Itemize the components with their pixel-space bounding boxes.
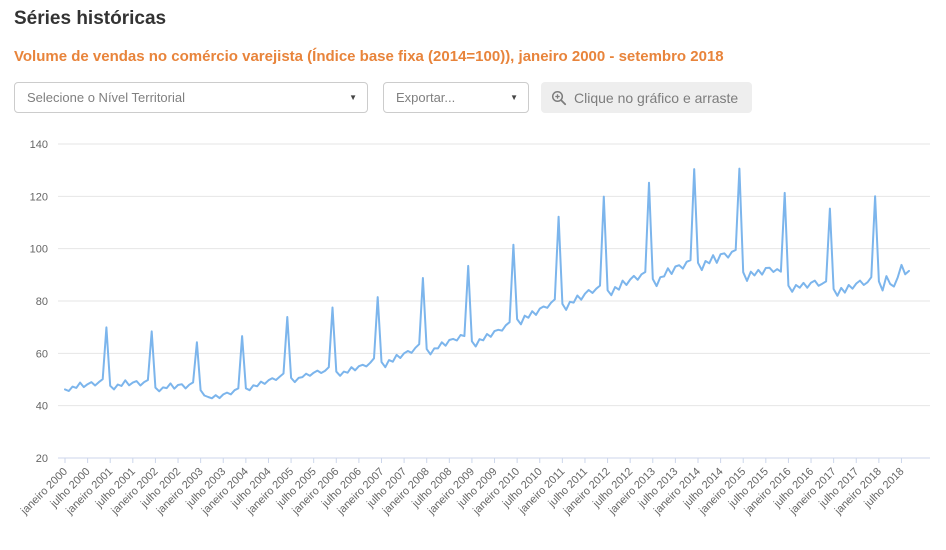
chart-area: 20 40 60 80 100 120 140 janeiro 2000 julho 2000 j…: [0, 122, 946, 550]
sales-volume-series-line: [64, 167, 910, 400]
controls-bar: Selecione o Nível Territorial ▼ Exportar…: [0, 82, 946, 113]
chart-title: Volume de vendas no comércio varejista (…: [14, 48, 724, 65]
chevron-down-icon: ▼: [510, 93, 518, 102]
y-axis-label: 20: [36, 453, 48, 465]
chevron-down-icon: ▼: [349, 93, 357, 102]
page-title: Séries históricas: [14, 8, 167, 29]
export-select-value: Exportar...: [396, 90, 456, 105]
export-select[interactable]: Exportar... ▼: [383, 82, 529, 113]
chart-zoom-hint-button[interactable]: Clique no gráfico e arraste: [541, 82, 753, 113]
territorial-level-select[interactable]: Selecione o Nível Territorial ▼: [14, 82, 368, 113]
y-axis-label: 40: [36, 401, 48, 413]
territorial-level-select-value: Selecione o Nível Territorial: [27, 90, 185, 105]
chart-zoom-hint-label: Clique no gráfico e arraste: [574, 89, 739, 106]
magnifier-plus-icon: [551, 90, 567, 105]
y-axis-label: 120: [30, 191, 48, 203]
y-axis-label: 60: [36, 348, 48, 360]
y-axis-label: 80: [36, 296, 48, 308]
y-axis-label: 140: [30, 139, 48, 151]
y-axis-label: 100: [30, 244, 48, 256]
